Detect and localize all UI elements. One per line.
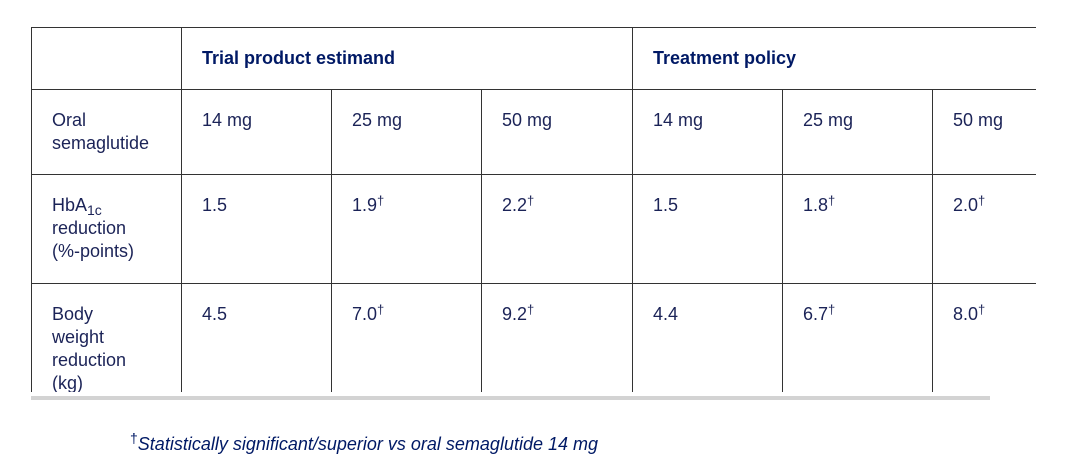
- cell: 1.5: [632, 174, 783, 284]
- cell-mark: †: [527, 302, 535, 317]
- cell-value: 14 mg: [202, 110, 253, 130]
- row-label: Oral semaglutide: [31, 89, 182, 175]
- cell-value: 50 mg: [953, 110, 1004, 130]
- header-cell: Treatment policy: [631, 27, 1036, 90]
- cell: 1.8†: [782, 174, 933, 284]
- cell: 1.9†: [331, 174, 482, 284]
- cell-value: 1.5: [202, 195, 228, 215]
- cell: 4.5: [181, 283, 332, 392]
- cell: 25 mg: [782, 89, 933, 175]
- cell-value: 7.0: [352, 304, 378, 324]
- cell-value: 14 mg: [653, 110, 704, 130]
- header-label: Trial product estimand: [202, 48, 396, 68]
- cell: 7.0†: [331, 283, 482, 392]
- cell-value: 2.2: [502, 195, 528, 215]
- row-label-rest: reduction (%-points): [52, 218, 135, 261]
- cell-value: 25 mg: [352, 110, 403, 130]
- cell-value: 2.0: [953, 195, 979, 215]
- row-label-text: Body weight reduction (kg): [52, 304, 127, 392]
- cell-mark: †: [978, 193, 986, 208]
- cell-value: 50 mg: [502, 110, 553, 130]
- footnote-mark: †: [130, 430, 138, 446]
- row-label: Body weight reduction (kg): [31, 283, 182, 392]
- cell: 25 mg: [331, 89, 482, 175]
- cell: 1.5: [181, 174, 332, 284]
- table-body: Trial product estimand Treatment policy Or…: [31, 27, 1036, 392]
- cell-mark: †: [377, 302, 385, 317]
- cell-mark: †: [828, 193, 836, 208]
- cell-mark: †: [828, 302, 836, 317]
- body-row: Body weight reduction (kg) 4.5 7.0† 9.2† 4.4…: [31, 283, 1036, 392]
- cell-value: 9.2: [502, 304, 528, 324]
- cell: 8.0†: [931, 283, 1036, 392]
- cell: 9.2†: [481, 283, 633, 392]
- table-container: Trial product estimand Treatment policy Or…: [31, 27, 1036, 392]
- cell-value: 4.4: [653, 304, 679, 324]
- cell-mark: †: [978, 302, 986, 317]
- cell-value: 8.0: [953, 304, 979, 324]
- cell: 14 mg: [632, 89, 783, 175]
- cell-value: 1.8: [803, 195, 829, 215]
- cell: 4.4: [632, 283, 783, 392]
- cell: 2.0†: [931, 174, 1036, 284]
- footnote: †Statistically significant/superior vs o…: [130, 430, 599, 456]
- row-label: HbA1c reduction (%-points): [31, 174, 182, 284]
- cell-value: 4.5: [202, 304, 228, 324]
- results-table: Trial product estimand Treatment policy Or…: [31, 27, 1036, 392]
- cell-value: 1.9: [352, 195, 378, 215]
- cell-mark: †: [377, 193, 385, 208]
- header-row: Trial product estimand Treatment policy: [31, 27, 1036, 90]
- footnote-text: Statistically significant/superior vs or…: [137, 434, 599, 454]
- cell-value: 1.5: [653, 195, 679, 215]
- cell: 2.2†: [481, 174, 633, 284]
- row-label-text: Oral semaglutide: [52, 110, 150, 153]
- body-row: HbA1c reduction (%-points) 1.5 1.9† 2.2† 1.5 1…: [31, 174, 1036, 284]
- scrollbar[interactable]: [31, 396, 990, 400]
- cell: 6.7†: [782, 283, 933, 392]
- cell-mark: †: [527, 193, 535, 208]
- header-label: Treatment policy: [653, 48, 797, 68]
- cell-value: 6.7: [803, 304, 829, 324]
- header-corner: [31, 27, 182, 90]
- cell: 50 mg: [481, 89, 633, 175]
- header-cell: Trial product estimand: [181, 27, 633, 90]
- cell-value: 25 mg: [803, 110, 854, 130]
- body-row: Oral semaglutide 14 mg 25 mg 50 mg 14 mg 25 m…: [31, 89, 1036, 175]
- row-label-sub: 1c: [87, 202, 102, 218]
- cell: 50 mg: [931, 89, 1036, 175]
- row-label-text: HbA: [52, 195, 88, 215]
- cell: 14 mg: [181, 89, 332, 175]
